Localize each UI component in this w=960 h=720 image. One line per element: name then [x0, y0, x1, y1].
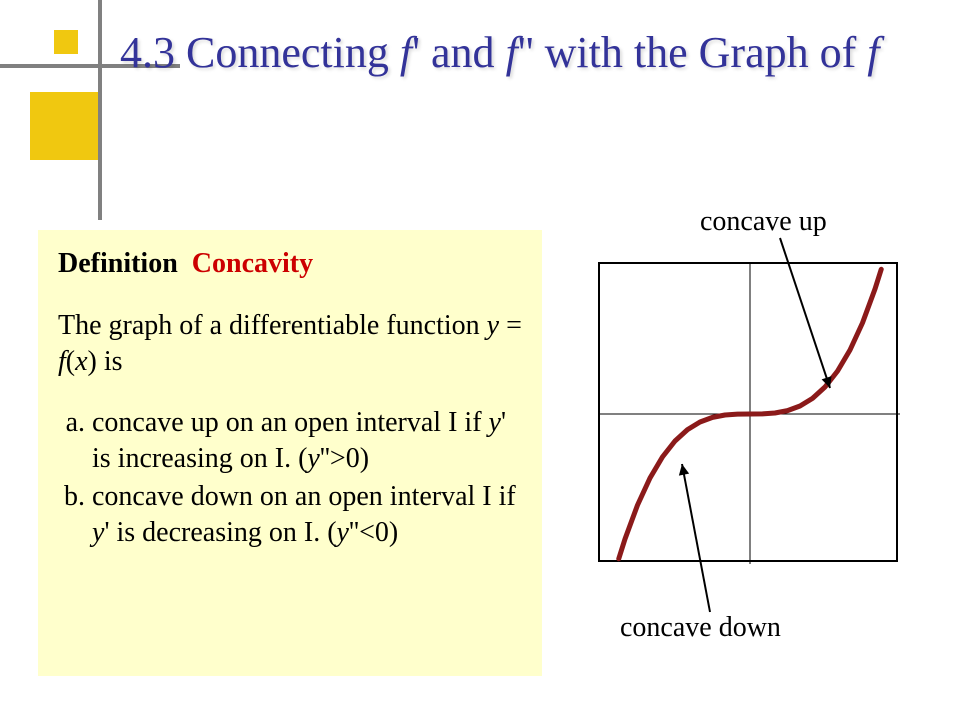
item-b-y: y	[92, 517, 104, 548]
definition-eq-close: ) is	[88, 346, 123, 377]
decoration-large-square	[30, 92, 98, 160]
title-prime2: ''	[518, 28, 534, 77]
item-b-tail: <0)	[359, 517, 398, 548]
title-f3: f	[867, 28, 879, 77]
slide-title: 4.3 Connecting f' and f'' with the Graph…	[120, 28, 940, 79]
decoration-vertical-line	[98, 0, 102, 220]
title-f1: f	[400, 28, 412, 77]
item-a-y: y	[489, 407, 501, 438]
title-text-prefix: 4.3 Connecting	[120, 28, 400, 77]
definition-eq-open: (	[66, 346, 75, 377]
item-b-prime2: ''	[349, 517, 359, 548]
definition-heading: Definition Concavity	[58, 246, 526, 282]
item-a-y2: y	[307, 443, 319, 474]
item-b-mid: is decreasing on I. (	[109, 517, 336, 548]
definition-term: Concavity	[192, 248, 313, 279]
chart-svg	[600, 264, 900, 564]
item-a-mid: is increasing on I. (	[92, 443, 307, 474]
concavity-chart	[598, 262, 898, 562]
definition-body: The graph of a differentiable function y…	[58, 308, 526, 380]
decoration-small-square	[54, 30, 78, 54]
definition-list: concave up on an open interval I if y' i…	[58, 405, 526, 550]
definition-item-b: concave down on an open interval I if y'…	[92, 479, 526, 551]
title-prime1: '	[412, 28, 420, 77]
title-f2: f	[506, 28, 518, 77]
definition-eq-y: y	[487, 310, 499, 341]
definition-box: Definition Concavity The graph of a diff…	[38, 230, 542, 676]
definition-eq-x: x	[75, 346, 87, 377]
label-concave-down: concave down	[620, 612, 781, 644]
item-b-y2: y	[337, 517, 349, 548]
item-a-tail: >0)	[330, 443, 369, 474]
definition-body-text: The graph of a differentiable function	[58, 310, 487, 341]
definition-eq-f: f	[58, 346, 66, 377]
item-a-prime2: ''	[320, 443, 330, 474]
title-with: with the Graph of	[534, 28, 868, 77]
label-concave-up: concave up	[700, 206, 827, 238]
definition-eq-mid: =	[499, 310, 522, 341]
title-and: and	[420, 28, 506, 77]
definition-label: Definition	[58, 248, 178, 279]
item-a-pre: concave up on an open interval I if	[92, 407, 489, 438]
item-b-pre: concave down on an open interval I if	[92, 481, 516, 512]
item-a-prime: '	[501, 407, 506, 438]
definition-item-a: concave up on an open interval I if y' i…	[92, 405, 526, 477]
